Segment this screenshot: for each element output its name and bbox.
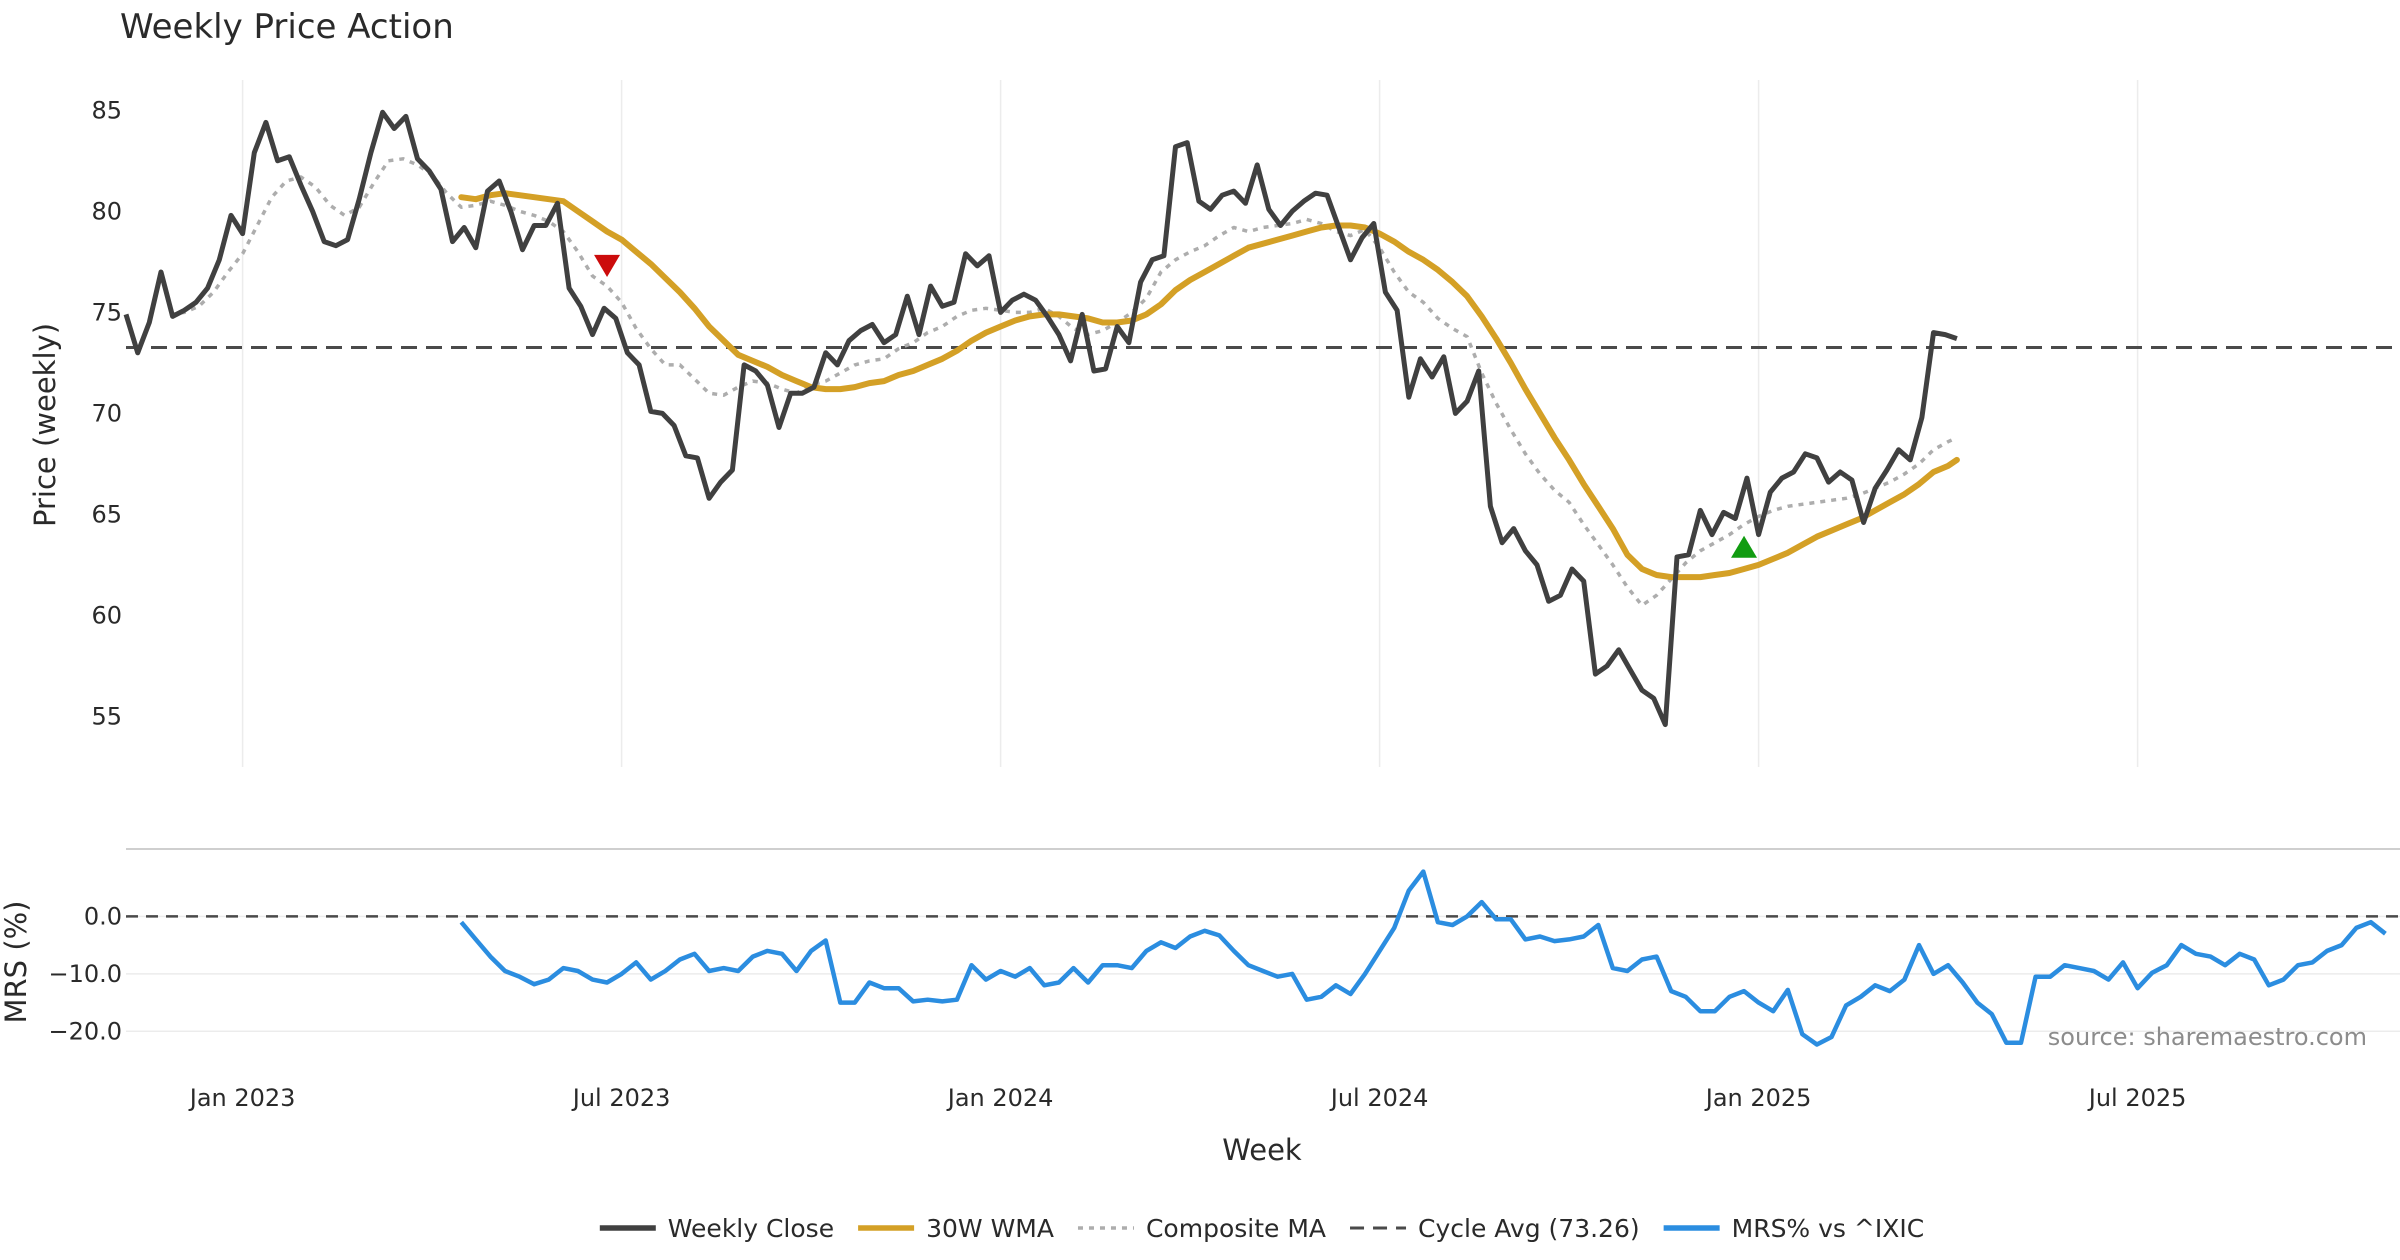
buy-signal-marker-1 [1731, 535, 1758, 558]
wma-30w-path [458, 190, 1960, 581]
price-y-tick-4: 75 [91, 298, 122, 326]
mrs-path [459, 869, 2387, 1047]
legend-label-3: Cycle Avg (73.26) [1418, 1214, 1640, 1243]
signal-markers [594, 254, 1758, 558]
wma-30w-series [458, 190, 1960, 581]
price-y-axis-label: Price (weekly) [28, 323, 62, 527]
sell-signal-marker-0 [594, 254, 621, 277]
weekly-close-series [123, 109, 1958, 728]
price-y-tick-6: 85 [91, 96, 122, 124]
legend-label-4: MRS% vs ^IXIC [1732, 1214, 1925, 1243]
price-y-tick-5: 80 [91, 197, 122, 225]
source-label: source: sharemaestro.com [2048, 1023, 2367, 1051]
legend: Weekly Close 30W WMA Composite MA Cycle Avg… [599, 1214, 1925, 1243]
x-tick-3: Jul 2024 [1329, 1084, 1429, 1112]
price-y-ticks: 55 60 65 70 75 80 85 [91, 96, 122, 730]
x-ticks: Jan 2023 Jul 2023 Jan 2024 Jul 2024 Jan 2025… [188, 1084, 2187, 1112]
composite-ma-series [169, 157, 1958, 608]
price-y-tick-3: 70 [91, 399, 122, 427]
legend-label-1: 30W WMA [926, 1214, 1054, 1243]
legend-label-2: Composite MA [1146, 1214, 1326, 1243]
mrs-y-tick-0: 0.0 [84, 902, 122, 930]
x-tick-5: Jul 2025 [2087, 1084, 2187, 1112]
mrs-y-ticks: 0.0 −10.0 −20.0 [48, 902, 122, 1045]
weekly-close-path [123, 109, 1958, 728]
mrs-series [459, 869, 2387, 1047]
chart-title: Weekly Price Action [120, 7, 454, 47]
x-tick-4: Jan 2025 [1704, 1084, 1812, 1112]
price-y-tick-0: 55 [91, 702, 122, 730]
price-grid [241, 80, 2139, 767]
price-y-tick-2: 65 [91, 500, 122, 528]
mrs-y-axis-label: MRS (%) [0, 901, 33, 1024]
legend-label-0: Weekly Close [668, 1214, 834, 1243]
mrs-y-tick-1: −10.0 [48, 960, 122, 988]
x-tick-1: Jul 2023 [571, 1084, 671, 1112]
price-y-tick-1: 60 [91, 601, 122, 629]
x-tick-2: Jan 2024 [946, 1084, 1054, 1112]
composite-ma-path [169, 157, 1958, 608]
mrs-grid [126, 915, 2400, 1033]
mrs-y-tick-2: −20.0 [48, 1017, 122, 1045]
x-axis-label: Week [1222, 1133, 1302, 1167]
x-tick-0: Jan 2023 [188, 1084, 296, 1112]
